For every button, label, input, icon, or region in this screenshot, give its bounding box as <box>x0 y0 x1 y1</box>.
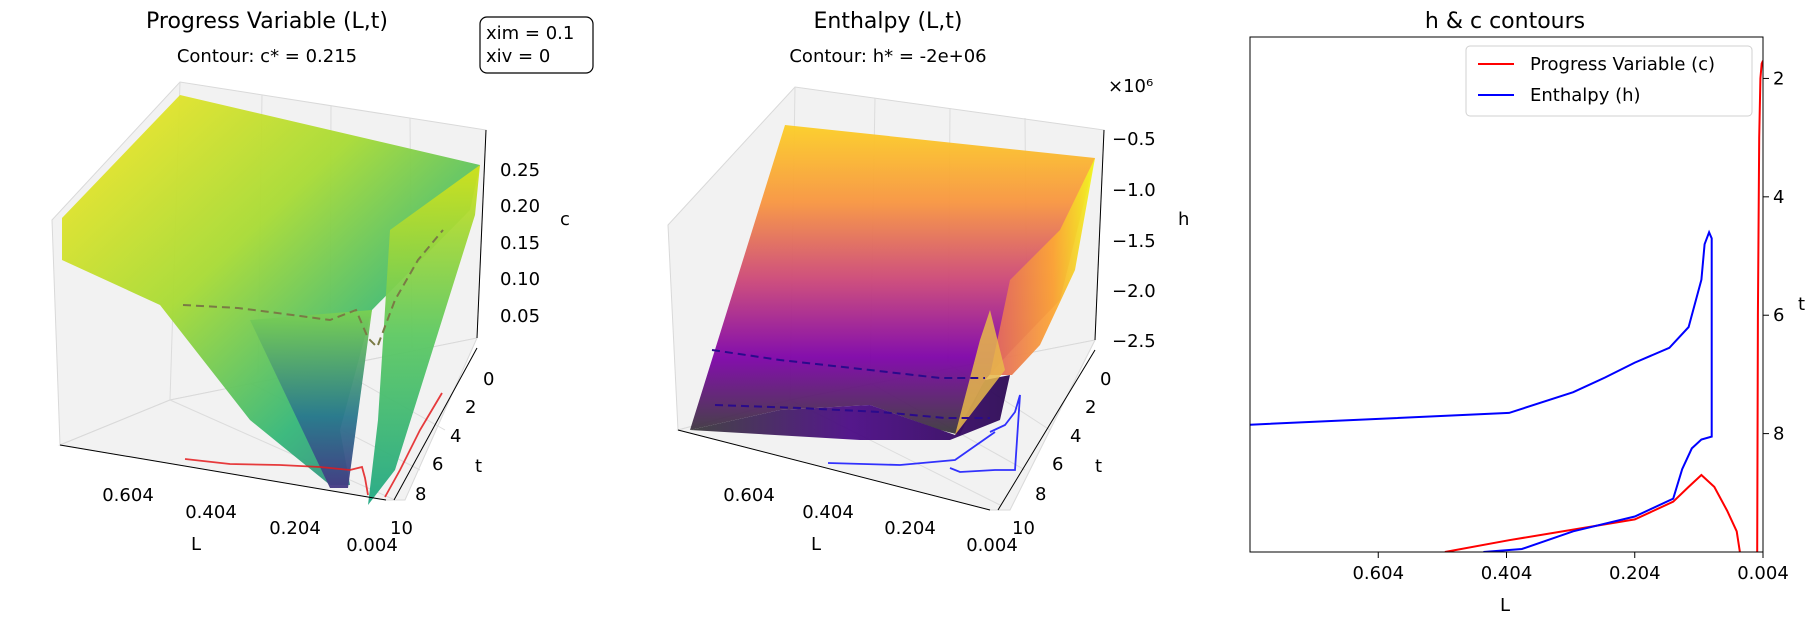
y-tick-label: 4 <box>1773 187 1784 208</box>
x-tick: 0.404 <box>185 502 237 523</box>
annotation-xiv: xiv = 0 <box>486 46 550 67</box>
panel2-axes <box>677 129 1105 511</box>
z-tick: −2.5 <box>1112 331 1156 352</box>
x-tick: 0.204 <box>884 518 936 539</box>
z-tick: 0.05 <box>500 306 540 327</box>
z-tick: −1.5 <box>1112 231 1156 252</box>
z-tick: 0.10 <box>500 269 540 290</box>
panel2-floor-contour <box>827 394 1021 473</box>
panel1-tticks: 0 2 4 6 8 10 t <box>390 369 494 539</box>
panel1-xlabel: L <box>191 534 201 555</box>
panel1-surface <box>62 95 480 505</box>
panel2-zticks: −0.5 −1.0 −1.5 −2.0 −2.5 h <box>1112 129 1189 352</box>
series-line-progress-variable <box>1444 473 1741 552</box>
panel2-subtitle: Contour: h* = -2e+06 <box>789 46 986 67</box>
t-tick: 4 <box>1070 426 1081 447</box>
panel3-yticks: 2 4 6 8 <box>1763 68 1784 445</box>
x-tick-label: 0.204 <box>1609 563 1661 584</box>
series-line-progress-variable <box>1756 60 1763 552</box>
t-tick: 2 <box>465 397 476 418</box>
panel2-zlabel: h <box>1178 209 1189 230</box>
t-tick: 8 <box>415 484 426 505</box>
panel1-zticks: 0.25 0.20 0.15 0.10 0.05 c <box>500 160 570 327</box>
panel2-offset-text: ×10⁶ <box>1108 76 1153 97</box>
t-tick: 6 <box>1052 454 1063 475</box>
t-tick: 2 <box>1085 397 1096 418</box>
panel-progress-variable: Progress Variable (L,t) Contour: c* = 0.… <box>51 9 594 556</box>
z-tick: 0.15 <box>500 233 540 254</box>
z-tick: −1.0 <box>1112 180 1156 201</box>
legend-label-h: Enthalpy (h) <box>1530 85 1641 106</box>
t-tick: 0 <box>483 369 494 390</box>
y-tick-label: 6 <box>1773 305 1784 326</box>
x-tick: 0.604 <box>102 485 154 506</box>
series-line-enthalpy <box>1250 229 1713 552</box>
t-tick: 8 <box>1035 484 1046 505</box>
y-tick-label: 8 <box>1773 424 1784 445</box>
panel-enthalpy: Enthalpy (L,t) Contour: h* = -2e+06 ×10⁶ <box>667 9 1189 556</box>
panel2-tlabel: t <box>1095 456 1102 477</box>
panel2-surface <box>690 125 1095 440</box>
panel2-surface-contour-upper <box>711 349 985 379</box>
panel2-surface-contour-lower <box>714 404 990 419</box>
panel3-xticks: 0.604 0.404 0.204 0.004 <box>1352 552 1789 584</box>
panel3-title: h & c contours <box>1425 9 1585 34</box>
panel3-legend: Progress Variable (c) Enthalpy (h) <box>1465 45 1753 117</box>
panel2-xticks: 0.604 0.404 0.204 0.004 L <box>723 485 1018 556</box>
panel1-floor-contour <box>184 392 443 498</box>
panel1-title: Progress Variable (L,t) <box>146 9 388 34</box>
z-tick: 0.25 <box>500 160 540 181</box>
panel2-title: Enthalpy (L,t) <box>813 9 962 34</box>
annotation-xim: xim = 0.1 <box>486 23 574 44</box>
legend-label-c: Progress Variable (c) <box>1530 54 1715 75</box>
panel1-subtitle: Contour: c* = 0.215 <box>177 46 357 67</box>
x-tick: 0.404 <box>802 502 854 523</box>
panel1-axes <box>59 129 487 501</box>
t-tick: 0 <box>1100 369 1111 390</box>
x-tick-label: 0.604 <box>1352 563 1404 584</box>
x-tick: 0.204 <box>269 518 321 539</box>
panel1-zlabel: c <box>560 209 570 230</box>
x-tick-label: 0.004 <box>1737 563 1789 584</box>
x-tick-label: 0.404 <box>1481 563 1533 584</box>
t-tick: 4 <box>450 426 461 447</box>
panel1-surface-contour <box>182 229 444 346</box>
panel2-tticks: 0 2 4 6 8 10 t <box>1012 369 1111 539</box>
y-tick-label: 2 <box>1773 68 1784 89</box>
panel3-ylabel: t <box>1798 294 1805 315</box>
t-tick: 6 <box>432 454 443 475</box>
panel-contours: h & c contours 0.604 0.404 0.204 0.004 2 4 6 8… <box>1249 9 1805 616</box>
x-tick: 0.004 <box>966 535 1018 556</box>
panel1-annotation-box: xim = 0.1 xiv = 0 <box>479 16 594 74</box>
panel3-xlabel: L <box>1500 595 1510 616</box>
t-tick: 10 <box>390 518 413 539</box>
x-tick: 0.004 <box>346 535 398 556</box>
panel1-tlabel: t <box>475 456 482 477</box>
t-tick: 10 <box>1012 518 1035 539</box>
x-tick: 0.604 <box>723 485 775 506</box>
panel2-xlabel: L <box>811 534 821 555</box>
z-tick: −2.0 <box>1112 281 1156 302</box>
panel1-xticks: 0.604 0.404 0.204 0.004 L <box>102 485 398 556</box>
z-tick: −0.5 <box>1112 129 1156 150</box>
z-tick: 0.20 <box>500 196 540 217</box>
